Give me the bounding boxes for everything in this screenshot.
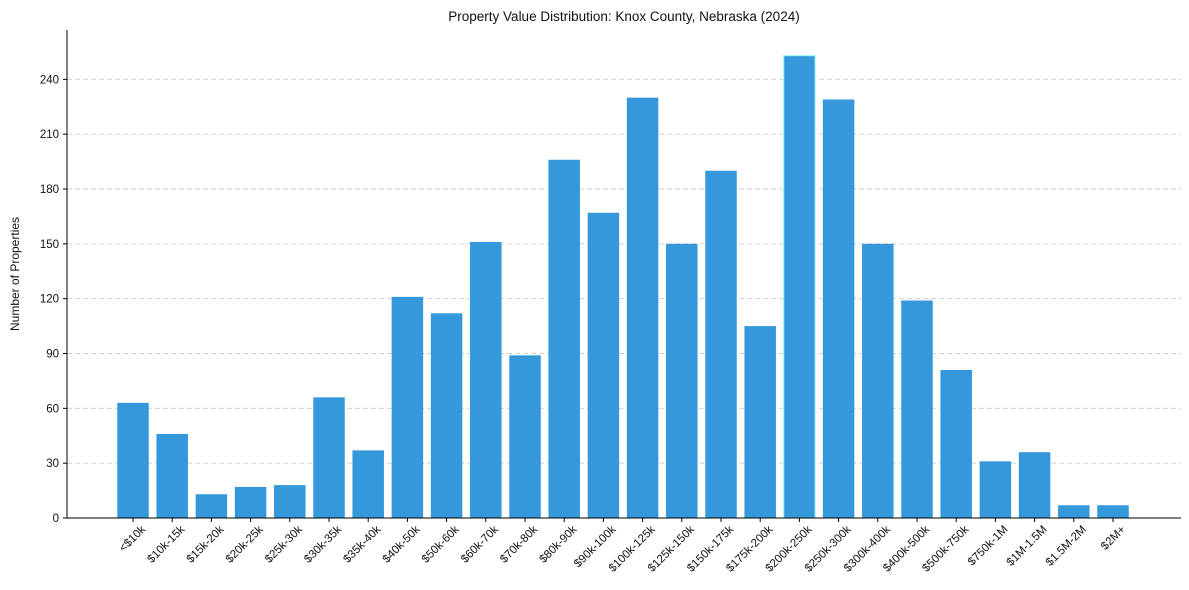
x-tick-label: $50k-60k (420, 523, 462, 565)
y-tick-label: 240 (40, 74, 59, 86)
bar (1018, 452, 1051, 518)
y-tick-label: 210 (40, 129, 59, 141)
y-tick-label: 90 (46, 349, 59, 361)
bar (352, 450, 384, 518)
y-tick-label: 0 (53, 513, 59, 525)
y-tick-label: 180 (40, 184, 59, 196)
x-tick-label: $70k-80k (498, 523, 540, 565)
x-tick-label: $35k-40k (341, 523, 383, 565)
x-tick-label: $40k-50k (381, 523, 423, 565)
x-tick-label: $1.5M-2M (1044, 524, 1089, 569)
bar (587, 212, 620, 518)
x-tick-label: $15k-20k (185, 523, 227, 565)
x-tick-label: $60k-70k (459, 523, 501, 565)
axes (66, 30, 1181, 519)
bar (548, 159, 580, 518)
x-tick-label: $2M+ (1099, 523, 1128, 552)
bar (430, 313, 463, 518)
y-tick-label: 30 (46, 458, 59, 470)
bar (156, 433, 188, 518)
y-tick-label: 150 (40, 239, 59, 251)
bar (509, 355, 541, 518)
bar (117, 402, 149, 518)
chart-title: Property Value Distribution: Knox County… (448, 9, 799, 24)
x-tick-label: $20k-25k (224, 523, 266, 565)
y-tick-label: 120 (40, 294, 59, 306)
x-tick-label: <$10k (117, 523, 148, 554)
bar (940, 369, 972, 518)
bar (1097, 505, 1129, 518)
bar (666, 243, 698, 518)
x-tick-label: $1M-1.5M (1005, 524, 1050, 569)
y-axis-label: Number of Properties (8, 217, 22, 331)
bars (117, 54, 1129, 519)
bar (626, 97, 659, 518)
bar (705, 170, 737, 519)
bar (979, 461, 1012, 518)
bar (862, 243, 894, 518)
y-ticks: 0 30 60 90 120 150 180 210 240 (40, 74, 67, 525)
bar (470, 242, 502, 518)
bar (313, 397, 345, 518)
bar (234, 486, 267, 518)
bar (744, 326, 776, 518)
x-tick-label: $750k-1M (966, 524, 1011, 569)
bar (274, 485, 306, 518)
x-tick-label: $10k-15k (145, 523, 187, 565)
bar (822, 99, 855, 518)
bar (783, 54, 816, 519)
x-ticks: <$10k$10k-15k$15k-20k$20k-25k$25k-30k$30… (117, 518, 1128, 575)
y-tick-label: 60 (46, 403, 59, 415)
gridlines (67, 78, 1181, 464)
bar (1058, 505, 1090, 518)
bar (195, 494, 228, 518)
x-tick-label: $30k-35k (302, 523, 344, 565)
bar (901, 300, 933, 518)
x-tick-label: $25k-30k (263, 523, 305, 565)
bar (391, 296, 424, 518)
